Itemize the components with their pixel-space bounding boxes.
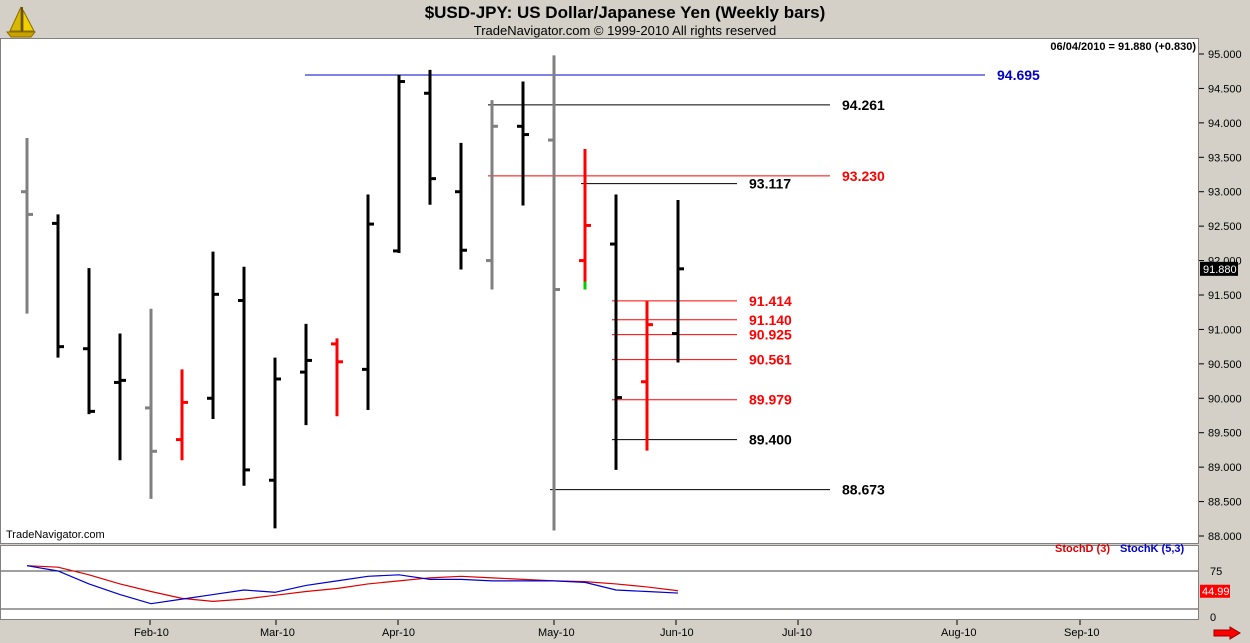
sailboat-logo-icon [4,5,38,39]
watermark: TradeNavigator.com [6,529,105,541]
stoch-last-box [1200,584,1230,598]
price-tick-label: 94.500 [1208,83,1242,95]
last-price-box [1200,261,1238,276]
price-tick-label: 94.000 [1208,118,1242,130]
ohlc-bar [331,338,343,417]
level-label: 93.230 [842,168,885,184]
price-tick-label: 95.000 [1208,49,1242,61]
level-label: 91.140 [749,312,792,328]
chart-title: $USD-JPY: US Dollar/Japanese Yen (Weekly… [424,3,826,22]
stoch-last-label: 44.99 [1202,586,1230,598]
ohlc-bar [393,74,405,253]
last-price-label: 91.880 [1203,264,1237,276]
time-tick-label: Feb-10 [134,627,169,639]
ohlc-bar [207,251,219,419]
level-label: 93.117 [749,176,791,192]
ohlc-bar [21,138,33,314]
level-label: 88.673 [842,482,885,498]
level-label: 89.979 [749,392,792,408]
time-tick-label: Apr-10 [382,627,415,639]
time-axis: Feb-10 Mar-10 Apr-10 May-10 Jun-10 Jul-10 Aug-… [134,620,1099,639]
ohlc-bar [517,81,529,206]
price-tick-label: 90.500 [1208,359,1242,371]
price-panel[interactable] [0,38,1199,544]
ohlc-bar [424,69,436,205]
price-tick-label: 92.500 [1208,221,1242,233]
scroll-right-arrow-icon[interactable] [1212,626,1242,640]
level-lines: 94.695 94.261 93.230 93.117 91.414 91.14090.9… [305,67,1040,498]
time-tick-label: Sep-10 [1064,627,1099,639]
ohlc-bar [486,100,498,290]
ohlc-bar [362,194,374,410]
ohlc-bar [176,369,188,461]
level-label: 94.695 [997,67,1040,83]
ohlc-bar [579,149,591,290]
stoch-tick-label: 75 [1210,566,1222,578]
price-tick-label: 88.000 [1208,531,1242,543]
time-tick-label: Jul-10 [782,627,812,639]
ohlc-bar [238,266,250,486]
time-tick-label: May-10 [538,627,575,639]
level-label: 91.414 [749,293,792,309]
copyright-subtitle: TradeNavigator.com © 1999-2010 All right… [473,23,777,38]
price-tick-label: 90.000 [1208,393,1242,405]
ohlc-bar [610,194,622,470]
stoch-tick-label: 0 [1210,612,1216,624]
ohlc-bar [114,333,126,461]
price-axis: 95.00094.50094.00093.50093.00092.50092.0… [1199,49,1242,543]
legend-stoch-k: StochK (5,3) [1120,543,1185,555]
ohlc-bars [21,55,684,531]
price-tick-label: 89.000 [1208,462,1242,474]
legend-stoch-d: StochD (3) [1055,543,1110,555]
level-label: 90.925 [749,327,792,343]
price-tick-label: 93.500 [1208,152,1242,164]
time-tick-label: Mar-10 [260,627,295,639]
level-label: 89.400 [749,432,792,448]
ohlc-bar [300,323,312,426]
ohlc-bar [672,199,684,363]
price-tick-label: 88.500 [1208,497,1242,509]
ohlc-bar [83,268,95,415]
time-tick-label: Jun-10 [660,627,694,639]
time-tick-label: Aug-10 [941,627,976,639]
price-tick-label: 91.500 [1208,290,1242,302]
last-price-readout: 06/04/2010 = 91.880 (+0.830) [1050,41,1196,53]
ohlc-bar [455,142,467,270]
stochastic-lines: 75 0 44.99 [1,565,1230,624]
ohlc-bar [269,357,281,529]
ohlc-bar [52,214,64,358]
level-label: 94.261 [842,97,885,113]
ohlc-bar [641,301,653,451]
stoch-k-line [26,565,679,605]
price-tick-label: 91.000 [1208,324,1242,336]
price-tick-label: 93.000 [1208,187,1242,199]
level-label: 90.561 [749,352,792,368]
price-tick-label: 89.500 [1208,428,1242,440]
ohlc-bar [145,308,157,499]
ohlc-bar [548,55,560,531]
